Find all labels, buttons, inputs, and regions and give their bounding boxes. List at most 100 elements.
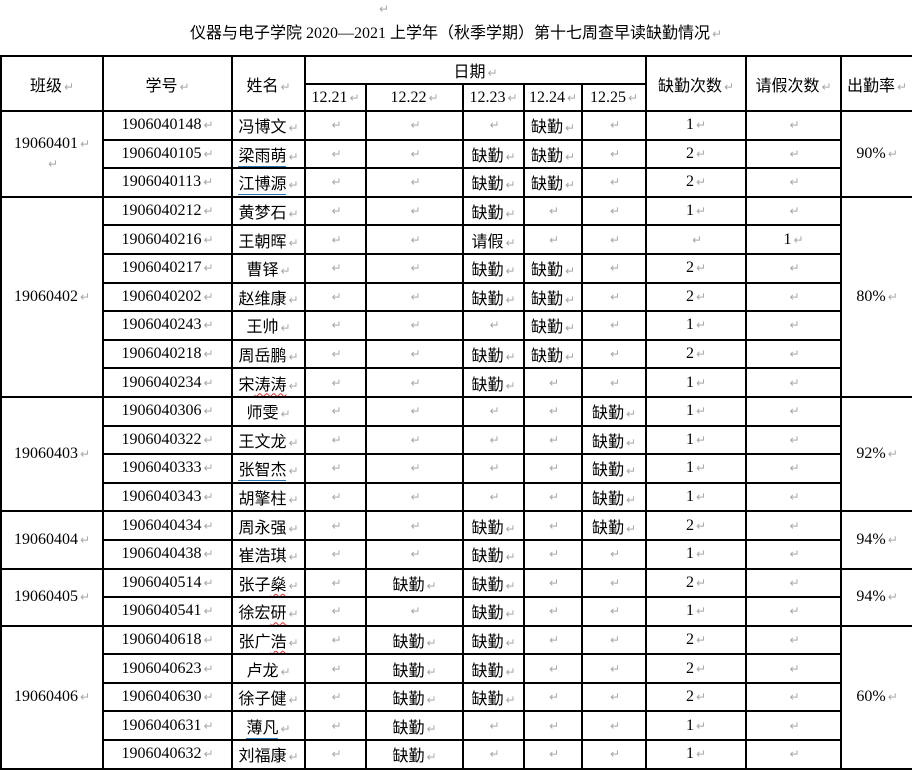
table-row: 1906040234 ↵ 宋涛涛 ↵ ↵ ↵ 缺勤 ↵ ↵ ↵ 1 ↵ ↵ — [1, 367, 912, 398]
paragraph-mark: ↵ — [79, 690, 91, 705]
student-id: 1906040541 — [121, 602, 202, 620]
paragraph-mark: ↵ — [548, 661, 560, 676]
name-cell: 张子燊 ↵ — [231, 567, 306, 599]
table-row: 1906040623 ↵ 卢龙 ↵ ↵ 缺勤 ↵ 缺勤 ↵ ↵ ↵ 2 ↵ ↵ — [1, 653, 912, 684]
paragraph-mark: ↵ — [505, 149, 516, 164]
leave-count-cell: ↵ — [745, 138, 843, 170]
table-row: 1906040202 ↵ 赵维康 ↵ ↵ ↵ 缺勤 ↵ 缺勤 ↵ ↵ 2 ↵ ↵ — [1, 281, 912, 313]
leave-count-cell: 1 ↵ — [745, 224, 843, 255]
leave-count-cell: ↵ — [745, 739, 843, 770]
paragraph-mark: ↵ — [610, 718, 621, 733]
paragraph-mark: ↵ — [203, 175, 214, 190]
header-student-id: 学号 ↵ — [102, 55, 233, 112]
day-cell: ↵ — [304, 367, 367, 398]
paragraph-mark: ↵ — [789, 518, 800, 533]
paragraph-mark: ↵ — [331, 261, 342, 276]
day-cell: ↵ — [462, 739, 525, 770]
student-name: 崔浩琪 — [238, 548, 287, 566]
day-cell: ↵ — [365, 252, 464, 284]
document-title: 仪器与电子学院 2020—2021 上学年（秋季学期）第十七周查早读缺勤情况 — [189, 25, 710, 42]
paragraph-mark: ↵ — [505, 693, 516, 708]
day-cell: ↵ — [365, 110, 464, 141]
day-status: 缺勤 — [471, 576, 504, 594]
student-name-marked: 研 — [270, 605, 287, 623]
student-id: 1906040217 — [121, 259, 202, 277]
day-cell: ↵ — [365, 538, 464, 570]
name-cell: 刘福康 ↵ — [231, 739, 306, 770]
day-cell: 缺勤 ↵ — [523, 167, 583, 198]
paragraph-mark: ↵ — [203, 518, 214, 533]
day-cell: ↵ — [304, 110, 367, 141]
student-id-cell: 1906040113 ↵ — [102, 167, 233, 198]
paragraph-mark: ↵ — [331, 547, 342, 562]
table-row: 19060405 ↵ 1906040514 ↵ 张子燊 ↵ ↵ 缺勤 ↵ 缺勤 ↵ ↵ ↵ 2 ↵ ↵ 94% ↵ — [0, 567, 912, 627]
absent-count: 1 — [686, 488, 695, 506]
day-cell: ↵ — [580, 681, 648, 713]
header-label: 12.23 — [469, 88, 506, 106]
absent-count-cell: 2 ↵ — [645, 624, 748, 656]
absent-count: 1 — [686, 545, 695, 563]
day-cell: ↵ — [523, 424, 583, 456]
name-cell: 徐子健 ↵ — [231, 681, 306, 713]
paragraph-mark: ↵ — [789, 632, 800, 647]
paragraph-mark: ↵ — [548, 375, 560, 390]
day-cell: 缺勤 ↵ — [462, 538, 525, 570]
paragraph-mark: ↵ — [349, 90, 360, 105]
student-name: 卢龙 — [246, 662, 279, 680]
day-cell: ↵ — [580, 310, 648, 341]
day-cell: ↵ — [365, 167, 464, 198]
header-absent-count: 缺勤次数 ↵ — [645, 55, 748, 112]
class-label: 19060403 — [13, 445, 78, 463]
day-cell: 缺勤 ↵ — [365, 739, 464, 770]
leave-count: 1 — [783, 230, 792, 248]
day-status: 缺勤 — [392, 662, 425, 680]
absent-count: 1 — [686, 459, 695, 477]
paragraph-mark: ↵ — [696, 261, 707, 276]
table-row: 1906040217 ↵ 曹铎 ↵ ↵ ↵ 缺勤 ↵ 缺勤 ↵ ↵ 2 ↵ ↵ — [1, 252, 912, 284]
day-cell: ↵ — [462, 424, 525, 456]
paragraph-mark: ↵ — [410, 461, 421, 476]
student-id: 1906040623 — [121, 659, 202, 677]
header-label: 12.22 — [390, 88, 427, 106]
paragraph-mark: ↵ — [426, 635, 437, 650]
paragraph-mark: ↵ — [505, 664, 516, 679]
paragraph-mark: ↵ — [280, 321, 291, 336]
paragraph-mark: ↵ — [628, 90, 639, 105]
absent-count-cell: 2 ↵ — [645, 281, 748, 313]
leave-count-cell: ↵ — [745, 338, 843, 370]
leave-count-cell: ↵ — [745, 453, 843, 484]
paragraph-mark: ↵ — [793, 232, 804, 247]
name-cell: 梁雨萌 ↵ — [231, 138, 306, 170]
leave-count-cell: ↵ — [745, 195, 843, 227]
class-cell: 19060401 ↵ ↵ — [0, 110, 104, 198]
day-cell: ↵ — [523, 453, 583, 484]
day-status: 请假 — [471, 233, 504, 251]
day-cell: ↵ — [580, 224, 648, 255]
paragraph-mark: ↵ — [489, 118, 500, 133]
class-label-line: 19060402 ↵ — [3, 287, 101, 307]
day-status: 缺勤 — [471, 376, 504, 394]
title-area: ↵ 仪器与电子学院 2020—2021 上学年（秋季学期）第十七周查早读缺勤情况… — [0, 0, 912, 55]
student-id-cell: 1906040212 ↵ — [102, 195, 233, 227]
absent-count-cell: 2 ↵ — [645, 681, 748, 713]
day-status: 缺勤 — [591, 433, 624, 451]
paragraph-mark: ↵ — [203, 146, 214, 161]
paragraph-mark: ↵ — [789, 575, 800, 590]
student-id-cell: 1906040218 ↵ — [102, 338, 233, 370]
day-status: 缺勤 — [591, 491, 624, 509]
day-cell: ↵ — [365, 195, 464, 227]
paragraph-mark: ↵ — [288, 464, 299, 479]
day-cell: ↵ — [462, 453, 525, 484]
header-date: 日期 ↵ — [303, 55, 648, 85]
day-cell: 缺勤 ↵ — [365, 567, 464, 599]
absent-count-cell: 2 ↵ — [645, 167, 748, 198]
leave-count-cell: ↵ — [745, 395, 843, 427]
paragraph-mark: ↵ — [789, 547, 800, 562]
paragraph-mark: ↵ — [548, 461, 560, 476]
day-cell: ↵ — [580, 653, 648, 684]
paragraph-mark: ↵ — [331, 375, 342, 390]
paragraph-mark: ↵ — [203, 690, 214, 705]
student-id-cell: 1906040322 ↵ — [102, 424, 233, 456]
day-status: 缺勤 — [471, 519, 504, 537]
day-cell: ↵ — [462, 110, 525, 141]
